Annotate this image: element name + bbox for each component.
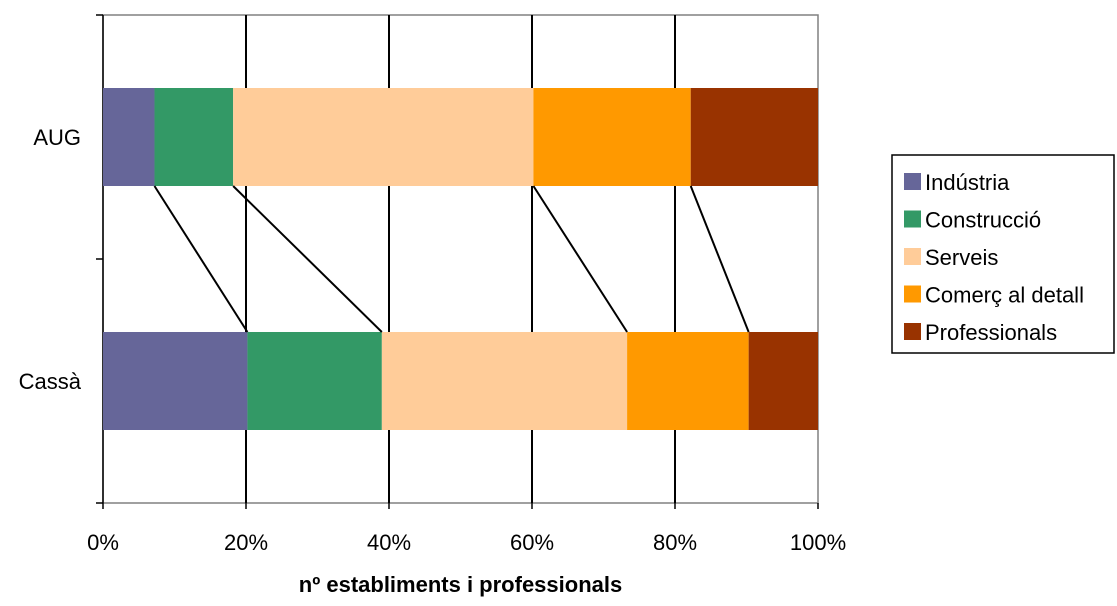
series-line xyxy=(232,185,383,333)
series-line xyxy=(153,185,249,333)
bar-segment xyxy=(533,88,691,186)
bar-segment xyxy=(154,88,234,186)
legend-label: Indústria xyxy=(925,170,1010,195)
x-tick-label: 40% xyxy=(367,530,411,555)
bar-segment xyxy=(233,88,534,186)
legend-label: Professionals xyxy=(925,320,1057,345)
legend-box xyxy=(891,154,1115,354)
category-label: Cassà xyxy=(19,369,82,394)
x-tick-label: 0% xyxy=(87,530,119,555)
bar-segment xyxy=(103,332,248,430)
bar-segment xyxy=(627,332,749,430)
x-tick-label: 80% xyxy=(653,530,697,555)
legend-swatch xyxy=(904,285,921,303)
legend-label: Comerç al detall xyxy=(925,283,1084,308)
x-tick-label: 20% xyxy=(224,530,268,555)
plot-area: 0% 20% 40% 60% 80% 100% AUG Cassà xyxy=(19,14,846,555)
bar-segment xyxy=(247,332,382,430)
bar-segment xyxy=(690,88,818,186)
series-line xyxy=(532,185,628,333)
legend-swatch xyxy=(904,210,921,228)
bar-segment xyxy=(381,332,628,430)
legend-swatch xyxy=(904,248,921,265)
legend-label: Serveis xyxy=(925,245,998,270)
legend-swatch xyxy=(904,323,921,340)
legend: Indústria Construcció Serveis Comerç al det… xyxy=(891,154,1115,354)
legend-swatch xyxy=(904,173,921,190)
bar-segment xyxy=(103,88,155,186)
bar-segment xyxy=(748,332,818,430)
x-tick-label: 60% xyxy=(510,530,554,555)
category-label: AUG xyxy=(33,125,81,150)
x-tick-label: 100% xyxy=(790,530,846,555)
series-line xyxy=(689,185,750,333)
x-axis-title: nº establiments i professionals xyxy=(299,572,622,597)
legend-label: Construcció xyxy=(925,208,1041,233)
